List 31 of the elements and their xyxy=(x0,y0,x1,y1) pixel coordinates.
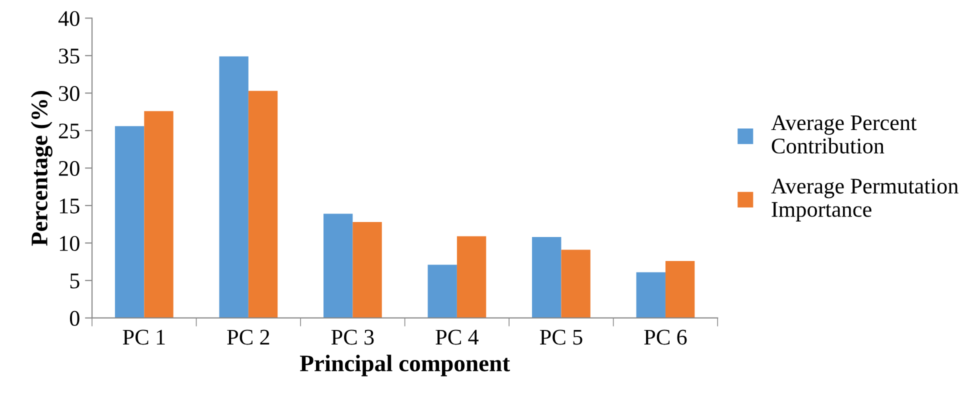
y-tick-label: 25 xyxy=(58,124,80,138)
y-tick-label: 0 xyxy=(70,310,80,326)
y-tick-label: 15 xyxy=(60,198,80,214)
bar xyxy=(665,261,695,318)
y-tick-label: 30 xyxy=(59,86,80,102)
bar xyxy=(561,250,590,318)
x-tick-label: PC 5 xyxy=(540,330,582,345)
y-tick-label: 5 xyxy=(70,274,80,288)
bar xyxy=(636,272,666,318)
legend-label: Average Permutation Importance xyxy=(771,178,958,222)
x-tick-label: PC 4 xyxy=(436,330,479,345)
bar xyxy=(323,214,353,318)
bar xyxy=(248,90,278,318)
y-tick-label: 40 xyxy=(58,11,80,26)
bar xyxy=(456,236,486,318)
y-tick-label: 10 xyxy=(60,236,80,251)
y-axis-title: Percentage (%) xyxy=(30,90,52,246)
x-tick-label: PC 6 xyxy=(644,330,687,345)
y-tick-label: 20 xyxy=(58,160,80,176)
x-axis-title: Principal component xyxy=(300,354,510,376)
bar xyxy=(219,56,248,318)
x-tick-label: PC 2 xyxy=(227,330,270,345)
bar xyxy=(114,126,144,318)
bar xyxy=(352,222,382,318)
bar xyxy=(428,264,457,318)
x-tick-label: PC 1 xyxy=(122,330,165,345)
legend-label: Average Percent Contribution xyxy=(771,115,917,154)
bar xyxy=(532,237,562,318)
bar xyxy=(144,111,174,318)
y-tick-label: 35 xyxy=(59,48,80,64)
x-tick-label: PC 3 xyxy=(331,330,374,345)
